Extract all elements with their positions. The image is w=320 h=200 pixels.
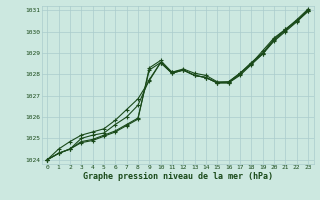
X-axis label: Graphe pression niveau de la mer (hPa): Graphe pression niveau de la mer (hPa) [83, 172, 273, 181]
